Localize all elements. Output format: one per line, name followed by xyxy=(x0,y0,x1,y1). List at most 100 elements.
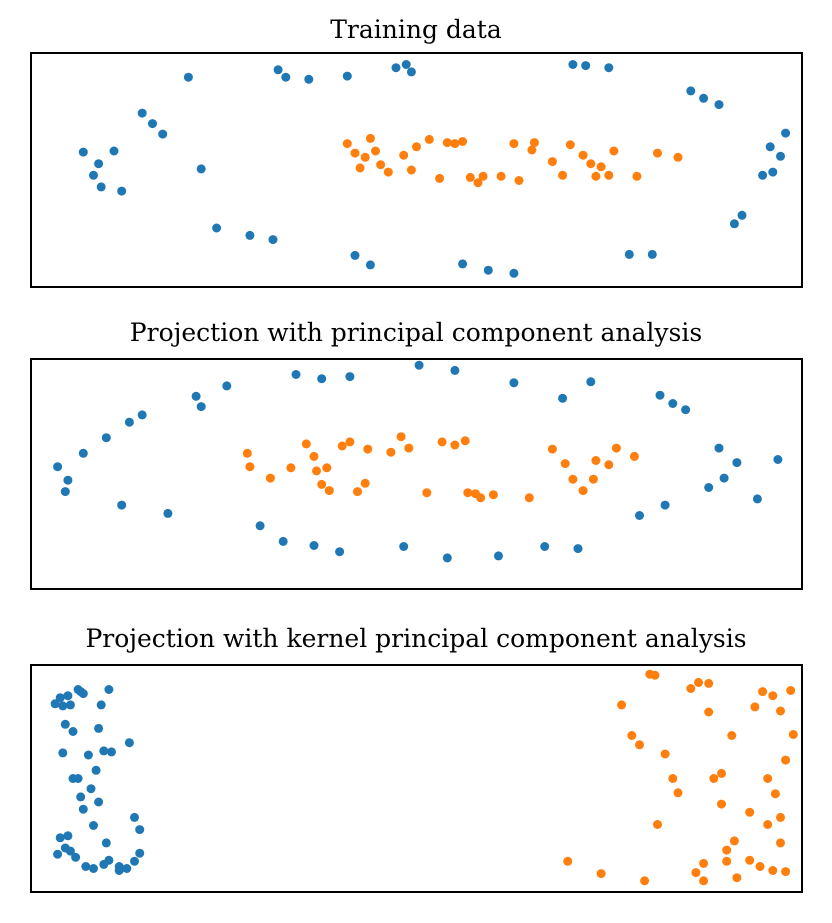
inner-ring-point xyxy=(763,820,773,829)
inner-ring-point xyxy=(640,876,650,886)
outer-ring-point xyxy=(137,108,147,118)
inner-ring-point xyxy=(360,152,370,162)
inner-ring-point xyxy=(563,856,573,866)
outer-ring-point xyxy=(104,685,114,694)
outer-ring-point xyxy=(719,473,729,483)
inner-ring-point xyxy=(650,670,660,680)
outer-ring-point xyxy=(345,372,355,382)
outer-ring-point xyxy=(65,700,75,710)
chart-title: Projection with kernel principal compone… xyxy=(85,624,747,653)
outer-ring-point xyxy=(89,821,98,830)
outer-ring-point xyxy=(89,864,98,873)
outer-ring-point xyxy=(101,838,111,848)
outer-ring-point xyxy=(78,147,88,157)
outer-ring-point xyxy=(94,723,104,733)
outer-ring-point xyxy=(73,774,83,783)
outer-ring-point xyxy=(342,71,352,81)
inner-ring-point xyxy=(265,473,275,483)
inner-ring-point xyxy=(376,160,386,170)
inner-ring-point xyxy=(399,150,409,160)
inner-ring-point xyxy=(312,466,321,476)
inner-ring-point xyxy=(596,162,606,172)
outer-ring-point xyxy=(71,852,81,862)
outer-ring-point xyxy=(668,399,678,408)
inner-ring-point xyxy=(496,171,506,181)
outer-ring-point xyxy=(540,542,550,551)
outer-ring-point xyxy=(122,864,132,873)
outer-ring-point xyxy=(99,746,109,756)
inner-ring-point xyxy=(509,139,519,149)
outer-ring-point xyxy=(494,551,503,561)
outer-ring-point xyxy=(76,792,86,802)
outer-ring-point xyxy=(53,849,63,859)
inner-ring-point xyxy=(776,812,785,822)
outer-ring-point xyxy=(309,541,319,550)
outer-ring-point xyxy=(278,536,288,546)
outer-ring-point xyxy=(148,119,157,129)
outer-ring-point xyxy=(117,500,127,510)
outer-ring-point xyxy=(568,60,578,69)
outer-ring-point xyxy=(101,433,111,443)
outer-ring-point xyxy=(714,100,724,110)
inner-ring-point xyxy=(617,700,627,710)
inner-ring-point xyxy=(750,702,760,712)
inner-ring-point xyxy=(788,730,798,739)
outer-ring-point xyxy=(60,487,70,497)
scatter-plot xyxy=(78,60,791,278)
outer-ring-point xyxy=(573,544,583,554)
inner-ring-point xyxy=(406,165,416,175)
outer-ring-point xyxy=(55,833,65,843)
outer-ring-point xyxy=(604,63,614,73)
outer-ring-point xyxy=(660,500,670,510)
outer-ring-point xyxy=(96,700,106,710)
inner-ring-point xyxy=(632,171,642,181)
scatter-plot xyxy=(53,360,783,563)
outer-ring-point xyxy=(94,159,104,169)
outer-ring-point xyxy=(78,804,88,814)
inner-ring-point xyxy=(360,478,370,488)
inner-ring-point xyxy=(781,867,791,877)
outer-ring-point xyxy=(335,547,345,557)
outer-ring-point xyxy=(183,72,193,82)
inner-ring-point xyxy=(547,157,557,167)
inner-ring-point xyxy=(458,137,468,146)
inner-ring-point xyxy=(686,684,696,693)
outer-ring-point xyxy=(699,93,709,103)
inner-ring-point xyxy=(727,731,737,740)
outer-ring-point xyxy=(704,483,714,492)
outer-ring-point xyxy=(776,151,785,161)
inner-ring-point xyxy=(763,774,773,783)
inner-ring-point xyxy=(558,170,568,180)
inner-ring-point xyxy=(386,447,396,457)
outer-ring-point xyxy=(114,866,124,875)
outer-ring-point xyxy=(509,268,519,278)
outer-ring-point xyxy=(729,219,739,229)
inner-ring-point xyxy=(776,838,785,848)
inner-ring-point xyxy=(611,443,621,453)
outer-ring-point xyxy=(94,797,104,807)
outer-ring-point xyxy=(81,862,91,871)
outer-ring-point xyxy=(401,60,411,69)
inner-ring-point xyxy=(324,486,334,496)
inner-ring-point xyxy=(660,749,670,759)
inner-ring-point xyxy=(363,444,373,454)
inner-ring-point xyxy=(722,856,732,866)
outer-ring-point xyxy=(624,249,634,259)
inner-ring-point xyxy=(691,868,701,878)
inner-ring-point xyxy=(478,171,488,181)
outer-ring-point xyxy=(681,405,691,415)
inner-ring-point xyxy=(704,678,714,688)
outer-ring-point xyxy=(781,128,791,138)
outer-ring-point xyxy=(450,365,460,375)
plot-area xyxy=(30,664,803,893)
inner-ring-point xyxy=(653,148,662,158)
inner-ring-point xyxy=(578,150,588,160)
inner-ring-point xyxy=(242,448,252,458)
inner-ring-point xyxy=(629,451,639,461)
inner-ring-point xyxy=(527,145,537,155)
outer-ring-point xyxy=(509,378,519,388)
inner-ring-point xyxy=(586,159,596,169)
outer-ring-point xyxy=(365,260,375,270)
scatter-plot xyxy=(50,669,798,886)
outer-ring-point xyxy=(130,856,139,866)
